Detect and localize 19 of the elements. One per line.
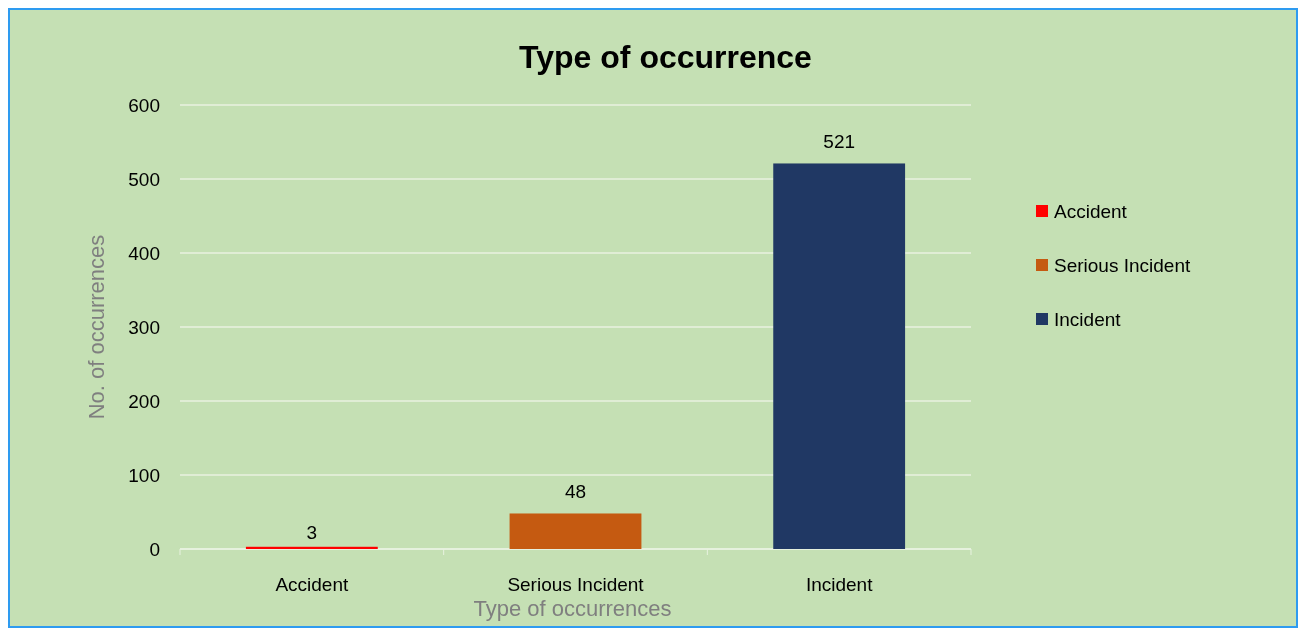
x-tick-label: Accident <box>275 573 349 595</box>
y-axis-title: No. of occurrences <box>83 234 109 420</box>
data-label: 48 <box>564 481 587 503</box>
y-tick-label: 300 <box>128 316 160 338</box>
chart-title: Type of occurrence <box>519 39 812 75</box>
x-axis-title: Type of occurrences <box>473 595 672 621</box>
y-tick-label: 500 <box>128 168 160 190</box>
y-tick-label: 600 <box>128 94 160 116</box>
y-tick-label: 100 <box>128 464 160 486</box>
legend-label: Accident <box>1054 200 1128 222</box>
x-tick-label: Incident <box>805 573 874 595</box>
y-tick-label: 200 <box>128 390 160 412</box>
legend-label: Incident <box>1054 308 1122 330</box>
y-tick-label: 0 <box>149 538 160 560</box>
data-label: 3 <box>306 522 318 544</box>
data-label: 521 <box>823 131 856 153</box>
x-tick-label: Serious Incident <box>507 573 645 595</box>
y-tick-label: 400 <box>128 242 160 264</box>
legend-label: Serious Incident <box>1054 254 1191 276</box>
